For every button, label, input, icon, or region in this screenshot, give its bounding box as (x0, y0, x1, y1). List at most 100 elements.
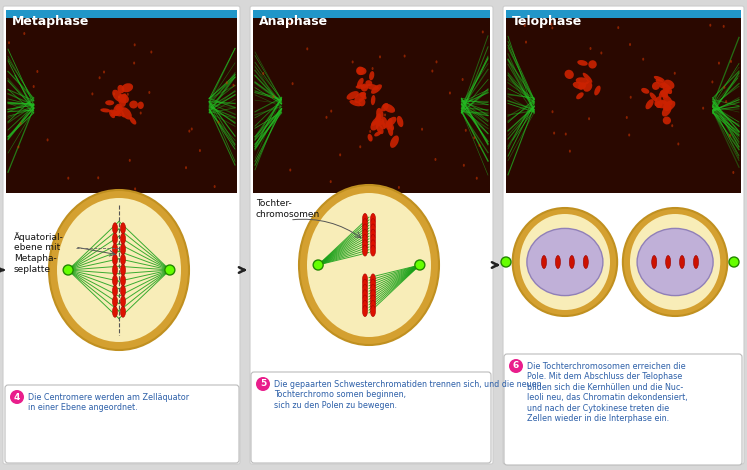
Ellipse shape (371, 84, 382, 94)
Ellipse shape (436, 60, 438, 63)
Ellipse shape (660, 83, 667, 88)
Ellipse shape (109, 110, 115, 118)
Ellipse shape (386, 118, 392, 130)
Ellipse shape (553, 132, 555, 134)
Bar (253, 10, 490, 32)
FancyBboxPatch shape (504, 354, 742, 465)
Ellipse shape (629, 43, 631, 46)
Circle shape (10, 390, 24, 404)
Text: Äquatorial-: Äquatorial- (14, 232, 64, 242)
Ellipse shape (594, 86, 601, 95)
Ellipse shape (120, 306, 125, 317)
Ellipse shape (120, 94, 127, 103)
Ellipse shape (662, 83, 672, 94)
Ellipse shape (403, 55, 406, 57)
Ellipse shape (551, 23, 553, 26)
Ellipse shape (362, 274, 368, 285)
Ellipse shape (642, 58, 644, 61)
Ellipse shape (326, 116, 327, 119)
Ellipse shape (693, 256, 698, 268)
Ellipse shape (551, 26, 554, 29)
Ellipse shape (623, 208, 728, 316)
Ellipse shape (398, 186, 400, 189)
Ellipse shape (371, 95, 376, 105)
Ellipse shape (362, 235, 368, 245)
Ellipse shape (128, 159, 131, 162)
Ellipse shape (702, 107, 704, 110)
Ellipse shape (359, 145, 362, 149)
Ellipse shape (663, 101, 675, 111)
Ellipse shape (588, 117, 590, 120)
Ellipse shape (214, 185, 216, 188)
Ellipse shape (371, 306, 376, 317)
Ellipse shape (111, 111, 120, 116)
Ellipse shape (663, 117, 671, 125)
FancyBboxPatch shape (250, 6, 493, 464)
Ellipse shape (185, 166, 187, 169)
Text: chromosomen: chromosomen (256, 210, 320, 219)
Ellipse shape (524, 24, 526, 27)
Circle shape (256, 377, 270, 391)
Ellipse shape (23, 32, 25, 35)
Ellipse shape (199, 149, 201, 152)
Ellipse shape (362, 306, 368, 317)
Ellipse shape (359, 98, 365, 106)
Ellipse shape (226, 81, 228, 84)
Ellipse shape (578, 82, 586, 90)
Ellipse shape (97, 176, 99, 179)
Ellipse shape (463, 164, 465, 167)
Text: Die Centromere werden am Zelläquator
in einer Ebene angeordnet.: Die Centromere werden am Zelläquator in … (28, 393, 189, 412)
Text: Metaphase: Metaphase (12, 15, 90, 28)
Text: Die gepaarten Schwesterchromatiden trennen sich, und die neuen
Tochterchromo som: Die gepaarten Schwesterchromatiden trenn… (274, 380, 542, 410)
Bar (253, 18, 490, 193)
Ellipse shape (725, 100, 727, 103)
Ellipse shape (650, 93, 657, 102)
Ellipse shape (379, 55, 381, 58)
Ellipse shape (115, 106, 124, 111)
Ellipse shape (577, 60, 588, 66)
Ellipse shape (449, 92, 451, 94)
Ellipse shape (67, 177, 69, 180)
Ellipse shape (113, 285, 117, 297)
Ellipse shape (356, 67, 365, 75)
Ellipse shape (369, 130, 371, 133)
Ellipse shape (730, 60, 732, 63)
Ellipse shape (356, 85, 367, 89)
Ellipse shape (473, 136, 475, 139)
Ellipse shape (113, 243, 117, 255)
Ellipse shape (120, 265, 125, 275)
Ellipse shape (329, 180, 332, 183)
Ellipse shape (37, 70, 38, 73)
Ellipse shape (33, 85, 34, 88)
Ellipse shape (672, 124, 673, 127)
Ellipse shape (113, 223, 117, 234)
Ellipse shape (299, 185, 439, 345)
Text: seplatte: seplatte (14, 265, 51, 274)
Text: 4: 4 (13, 392, 20, 401)
Ellipse shape (565, 133, 567, 135)
Ellipse shape (262, 72, 264, 75)
Ellipse shape (354, 92, 365, 103)
Ellipse shape (371, 240, 376, 251)
Ellipse shape (46, 138, 49, 141)
Ellipse shape (118, 94, 126, 107)
Ellipse shape (583, 73, 592, 83)
Ellipse shape (573, 82, 585, 89)
FancyBboxPatch shape (5, 385, 239, 463)
Ellipse shape (654, 96, 661, 106)
Ellipse shape (371, 121, 379, 131)
Ellipse shape (362, 295, 368, 306)
Ellipse shape (626, 116, 627, 119)
Ellipse shape (347, 91, 359, 100)
Ellipse shape (371, 229, 376, 240)
Ellipse shape (113, 275, 117, 286)
Ellipse shape (376, 119, 384, 126)
Ellipse shape (525, 40, 527, 44)
Ellipse shape (371, 213, 376, 224)
Ellipse shape (362, 245, 368, 256)
Circle shape (63, 265, 73, 275)
Ellipse shape (113, 296, 117, 307)
Ellipse shape (120, 254, 125, 265)
Ellipse shape (374, 131, 382, 136)
Ellipse shape (565, 70, 574, 79)
